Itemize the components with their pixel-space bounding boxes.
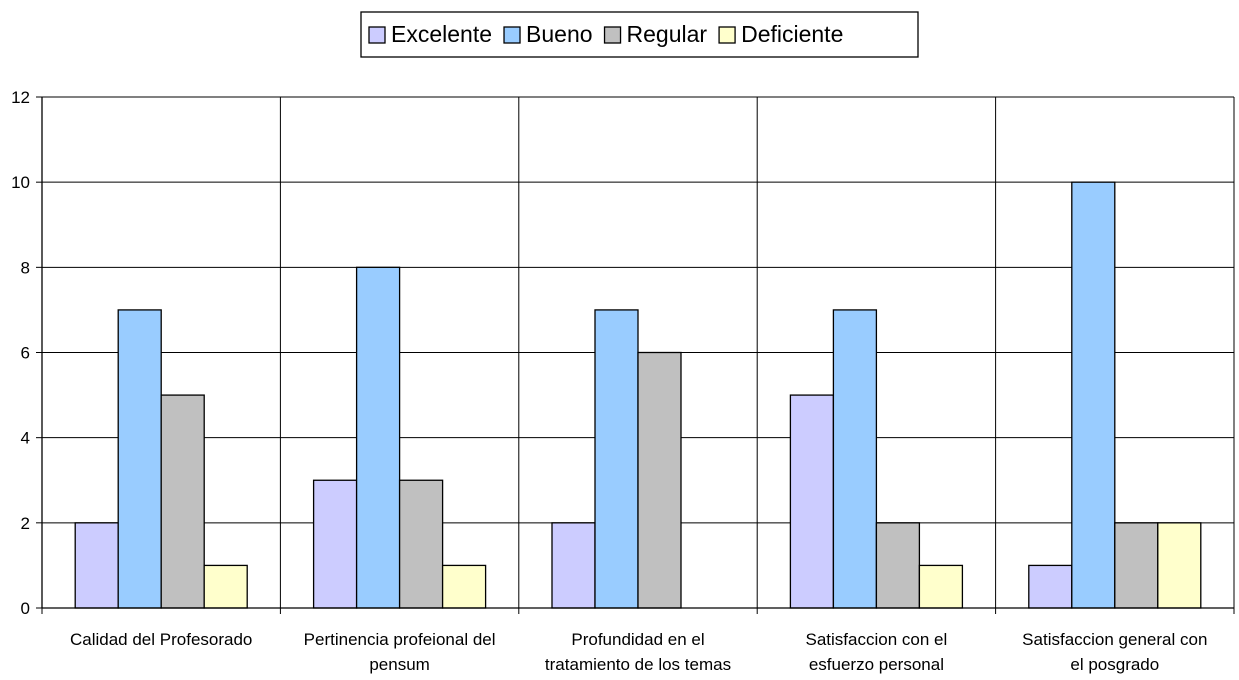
legend-swatch-bueno	[503, 26, 521, 44]
bar-deficiente	[918, 564, 964, 609]
legend-label-regular: Regular	[627, 21, 708, 47]
x-category-label-line: Profundidad en el	[571, 630, 704, 649]
legend-label-deficiente: Deficiente	[741, 21, 843, 47]
legend-label-excelente: Excelente	[391, 21, 492, 47]
x-category-label-line: Pertinencia profeional del	[304, 630, 496, 649]
bar-regular	[875, 522, 921, 609]
bar-excelente	[74, 522, 119, 609]
bar-deficiente	[1157, 522, 1202, 609]
x-category-label-line: pensum	[369, 655, 429, 674]
legend-swatch-excelente	[368, 26, 386, 44]
bar-regular	[1114, 522, 1159, 609]
x-category-label-line: tratamiento de los temas	[545, 655, 731, 674]
bar-bueno	[594, 309, 639, 609]
bar-regular	[398, 479, 444, 609]
y-tick-label: 2	[21, 514, 30, 533]
bar-regular	[160, 394, 205, 609]
bar-excelente	[789, 394, 835, 609]
bar-bueno	[117, 309, 162, 609]
axes: 0 2 4 6 8 10 12 Calidad del Profesorado Pertinen…	[11, 88, 1235, 674]
x-category-label-line: Satisfaccion general con	[1022, 630, 1207, 649]
bar-bueno	[355, 266, 401, 609]
bar-bueno	[1071, 181, 1116, 609]
y-tick-label: 4	[21, 429, 30, 448]
legend-label-bueno: Bueno	[526, 21, 593, 47]
y-tick-label: 0	[21, 599, 30, 618]
bar-regular	[637, 351, 682, 609]
x-category-label: Satisfaccion con el esfuerzo personal	[806, 630, 948, 674]
x-category-label: Profundidad en el tratamiento de los tema…	[545, 630, 731, 674]
x-category-label: Calidad del Profesorado	[70, 630, 252, 649]
bars	[74, 181, 1202, 609]
legend: Excelente Bueno Regular Deficiente	[360, 11, 919, 58]
legend-frame	[360, 11, 919, 58]
x-category-label-line: esfuerzo personal	[809, 655, 944, 674]
bar-excelente	[312, 479, 358, 609]
x-category-label-line: Satisfaccion con el	[806, 630, 948, 649]
bar-excelente	[551, 522, 596, 609]
x-category-label: Satisfaccion general con el posgrado	[1022, 630, 1207, 674]
x-category-label: Pertinencia profeional del pensum	[304, 630, 496, 674]
y-tick-label: 6	[21, 344, 30, 363]
bar-deficiente	[441, 564, 487, 609]
y-tick-label: 8	[21, 258, 30, 277]
bar-bueno	[832, 309, 878, 609]
bar-deficiente	[203, 564, 248, 609]
y-tick-label: 10	[11, 173, 30, 192]
x-category-label-line: Calidad del Profesorado	[70, 630, 252, 649]
legend-swatch-regular	[603, 26, 622, 44]
x-category-label-line: el posgrado	[1070, 655, 1159, 674]
bar-excelente	[1028, 564, 1073, 609]
legend-swatch-deficiente	[718, 26, 736, 44]
y-tick-label: 12	[11, 88, 30, 107]
